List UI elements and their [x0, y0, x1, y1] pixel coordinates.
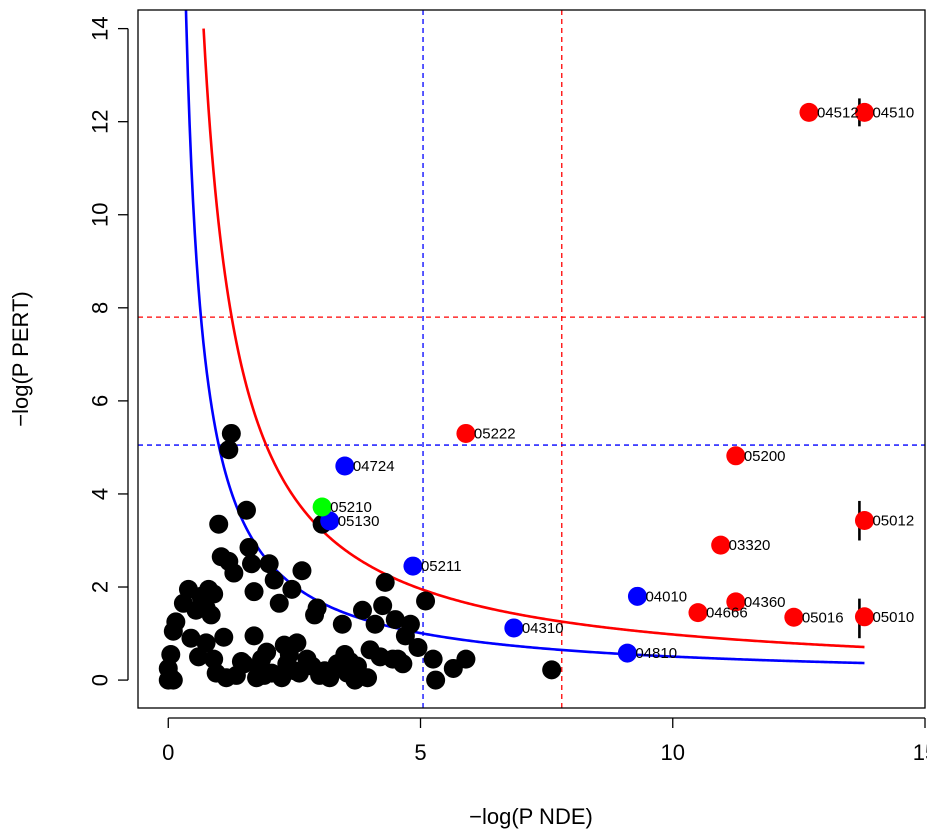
point-label-05016: 05016 — [802, 609, 844, 626]
data-point — [244, 626, 264, 646]
data-point-05211 — [403, 556, 423, 576]
data-point — [214, 627, 234, 647]
point-label-04010: 04010 — [645, 588, 687, 605]
point-label-05010: 05010 — [872, 609, 914, 626]
point-label-05222: 05222 — [474, 425, 516, 442]
data-point — [287, 633, 307, 653]
point-label-04360: 04360 — [744, 594, 786, 611]
data-point — [365, 614, 385, 634]
data-point-05012 — [854, 510, 874, 530]
point-label-04810: 04810 — [635, 645, 677, 662]
data-point-04724 — [335, 456, 355, 476]
data-point — [166, 612, 186, 632]
point-label-03320: 03320 — [729, 537, 771, 554]
data-point — [204, 584, 224, 604]
data-point — [244, 582, 264, 602]
data-point-04010 — [627, 586, 647, 606]
data-point-04512 — [799, 102, 819, 122]
data-point — [242, 554, 262, 574]
data-point-04310 — [504, 618, 524, 638]
point-labels: 04512 04510 05222 05200 05012 03320 0436004666… — [330, 104, 914, 662]
point-label-05210: 05210 — [330, 499, 372, 516]
y-tick-label: 0 — [88, 674, 113, 686]
fit-curve — [202, 28, 865, 649]
data-point — [307, 598, 327, 618]
point-label-04724: 04724 — [353, 458, 395, 475]
data-point — [221, 423, 241, 443]
data-point-05210 — [312, 497, 332, 517]
x-tick-label: 5 — [414, 740, 426, 765]
y-tick-label: 4 — [88, 488, 113, 500]
data-point — [542, 660, 562, 680]
plot-frame — [137, 9, 926, 709]
data-point — [408, 638, 428, 658]
data-point — [423, 649, 443, 669]
data-point — [426, 670, 446, 690]
data-point-05010 — [854, 607, 874, 627]
data-point — [219, 440, 239, 460]
data-point — [282, 579, 302, 599]
data-point — [201, 605, 221, 625]
point-label-04310: 04310 — [522, 620, 564, 637]
x-tick-label: 0 — [162, 740, 174, 765]
point-label-05211: 05211 — [421, 558, 462, 575]
data-point — [332, 614, 352, 634]
data-point-03320 — [711, 535, 731, 555]
data-point — [320, 668, 340, 688]
point-label-04666: 04666 — [706, 605, 748, 622]
data-point — [352, 600, 372, 620]
x-tick-label: 15 — [913, 740, 927, 765]
data-point — [292, 561, 312, 581]
y-tick-label: 10 — [88, 203, 113, 227]
data-point — [257, 642, 277, 662]
data-point — [393, 654, 413, 674]
data-point-05222 — [456, 423, 476, 443]
y-axis-title: −log(P PERT) — [8, 291, 33, 427]
y-tick-label: 2 — [88, 581, 113, 593]
data-point-04666 — [688, 603, 708, 623]
data-point-04360 — [726, 592, 746, 612]
point-label-05200: 05200 — [744, 448, 786, 465]
data-point-05200 — [726, 446, 746, 466]
data-point — [375, 572, 395, 592]
data-point — [234, 654, 254, 674]
data-point — [196, 633, 216, 653]
data-point — [239, 537, 259, 557]
x-axis-title: −log(P NDE) — [469, 804, 593, 829]
data-point-04810 — [617, 643, 637, 663]
data-point — [209, 514, 229, 534]
data-point — [224, 563, 244, 583]
point-label-05130: 05130 — [338, 513, 380, 530]
data-point — [259, 554, 279, 574]
data-point — [456, 649, 476, 669]
fit-curve — [184, 10, 865, 665]
y-tick-label: 8 — [88, 302, 113, 314]
data-point — [236, 500, 256, 520]
data-point — [269, 593, 289, 613]
data-points — [158, 102, 874, 690]
data-point — [189, 647, 209, 667]
data-point-05016 — [784, 607, 804, 627]
data-point — [416, 591, 436, 611]
data-point-04510 — [854, 102, 874, 122]
data-point — [264, 570, 284, 590]
data-point — [161, 644, 181, 664]
data-point — [358, 668, 378, 688]
data-point — [181, 628, 201, 648]
data-point-05130 — [320, 511, 340, 531]
y-tick-label: 12 — [88, 109, 113, 133]
data-point — [400, 614, 420, 634]
point-label-04510: 04510 — [872, 104, 914, 121]
x-tick-label: 10 — [661, 740, 685, 765]
data-point — [373, 596, 393, 616]
point-label-05012: 05012 — [872, 512, 914, 529]
axes: 0 5 10 15 0 2 4 6 8 10 12 14 — [88, 16, 927, 765]
y-tick-label: 14 — [88, 16, 113, 40]
fit-curves — [184, 10, 865, 665]
data-point — [385, 610, 405, 630]
point-label-04512: 04512 — [817, 104, 859, 121]
y-tick-label: 6 — [88, 395, 113, 407]
